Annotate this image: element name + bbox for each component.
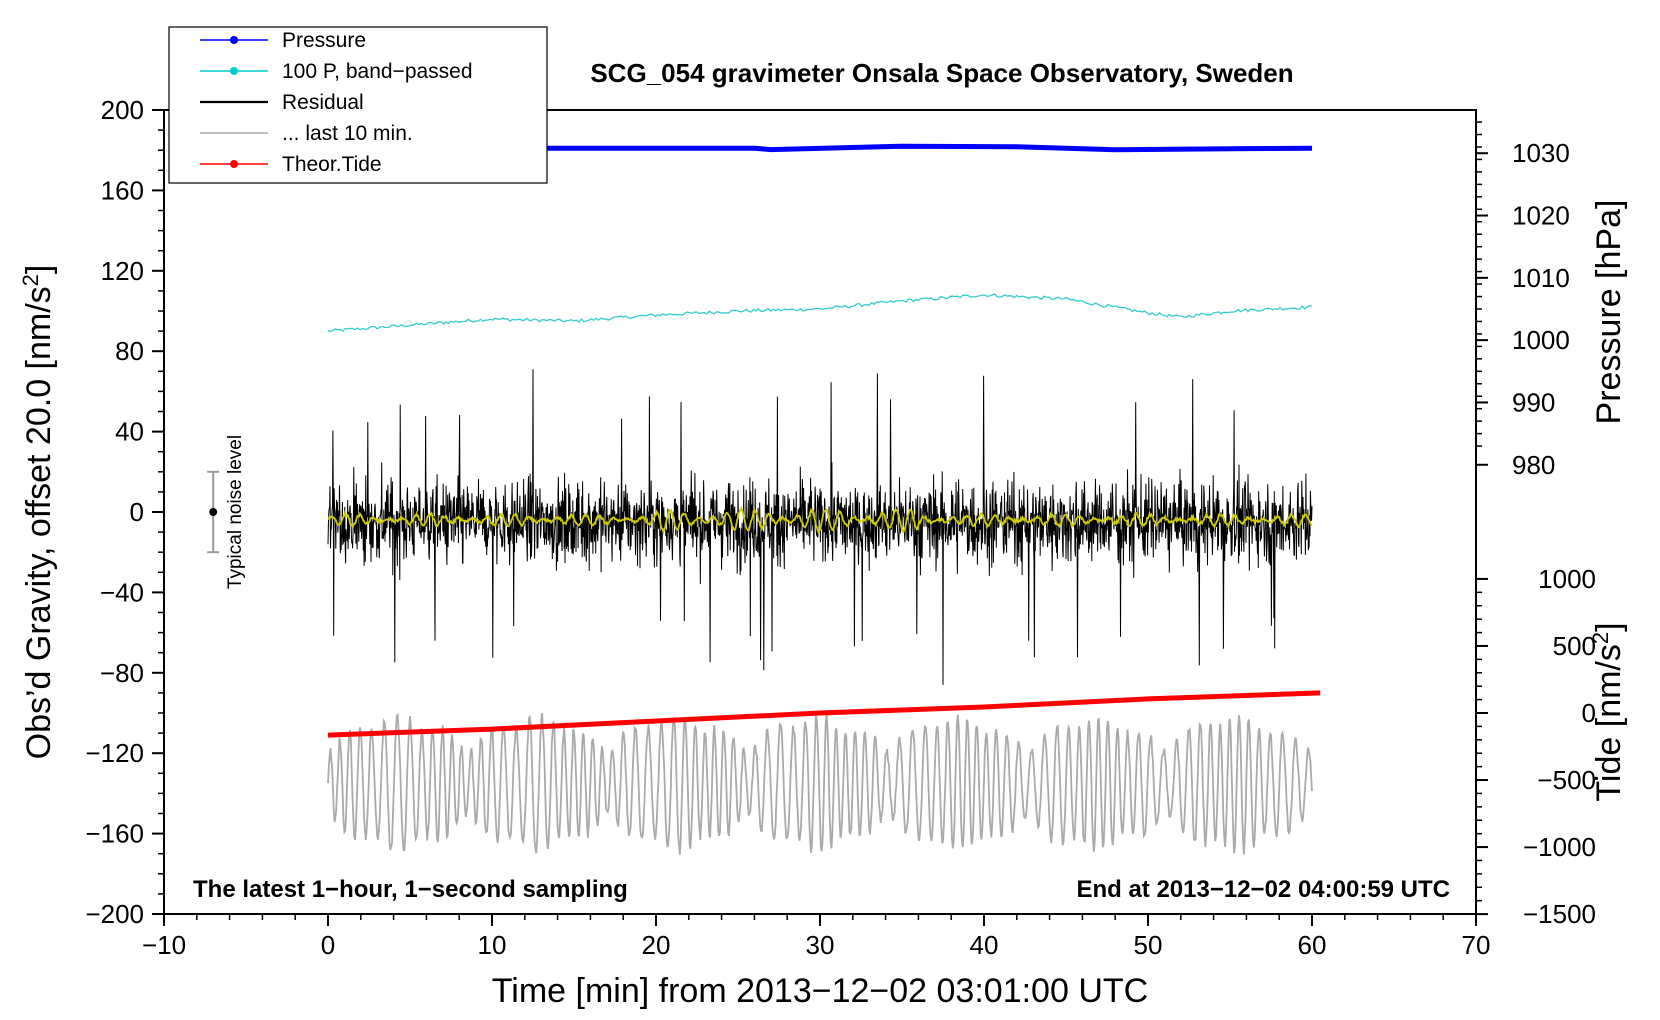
y-left-tick-label: 200 bbox=[101, 95, 144, 125]
x-tick-label: 10 bbox=[478, 930, 507, 960]
chart-title: SCG_054 gravimeter Onsala Space Observat… bbox=[590, 58, 1293, 88]
y-axis-right-pressure: 1030 1020 1010 1000 990 980 bbox=[1476, 121, 1570, 480]
y-left-tick-label: −40 bbox=[100, 577, 144, 607]
tide-tick-label: 0 bbox=[1582, 698, 1596, 728]
pressure-tick-label: 1010 bbox=[1512, 263, 1570, 293]
x-tick-label: 50 bbox=[1134, 930, 1163, 960]
y-left-tick-label: 40 bbox=[115, 417, 144, 447]
y-left-tick-label: −160 bbox=[85, 819, 144, 849]
series-100p-band-passed bbox=[327, 293, 1313, 333]
tide-tick-label: 500 bbox=[1553, 631, 1596, 661]
pressure-tick-label: 990 bbox=[1512, 387, 1555, 417]
x-tick-label: 30 bbox=[806, 930, 835, 960]
x-axis: −10 0 10 20 30 40 50 60 70 bbox=[142, 914, 1491, 960]
pressure-tick-label: 1020 bbox=[1512, 201, 1570, 231]
legend-label: Residual bbox=[282, 91, 364, 114]
legend: Pressure 100 P, band−passed Residual ... la… bbox=[168, 26, 548, 184]
y-left-tick-label: 160 bbox=[101, 175, 144, 205]
noise-indicator: Typical noise level bbox=[207, 435, 246, 589]
series-pressure bbox=[328, 143, 1313, 153]
x-tick-label: 20 bbox=[642, 930, 671, 960]
y-left-tick-label: 80 bbox=[115, 336, 144, 366]
x-tick-label: 40 bbox=[970, 930, 999, 960]
series-last-10-min bbox=[327, 713, 1313, 855]
tide-tick-label: 1000 bbox=[1538, 564, 1596, 594]
legend-label: Pressure bbox=[282, 29, 366, 52]
x-tick-label: 70 bbox=[1462, 930, 1491, 960]
x-axis-title: Time [min] from 2013−12−02 03:01:00 UTC bbox=[492, 972, 1148, 1010]
y-axis-right-tide: 1000 500 0 −500 −1000 −1500 bbox=[1476, 564, 1596, 929]
y-axis-right-tide-title: Tide [nm/s2] bbox=[1588, 622, 1628, 801]
y-left-tick-label: −120 bbox=[85, 738, 144, 768]
noise-center-dot bbox=[209, 508, 218, 516]
pressure-tick-label: 980 bbox=[1512, 450, 1555, 480]
legend-marker bbox=[230, 36, 238, 44]
y-axis-left: 200 160 120 80 40 0 −40 −80 −120 −160 −200 bbox=[85, 95, 164, 929]
tide-tick-label: −1000 bbox=[1523, 832, 1596, 862]
x-tick-label: −10 bbox=[142, 930, 186, 960]
series-theor-tide bbox=[327, 690, 1321, 738]
tide-tick-label: −1500 bbox=[1523, 899, 1596, 929]
series-layer bbox=[327, 143, 1321, 855]
y-left-tick-label: −200 bbox=[85, 899, 144, 929]
legend-marker bbox=[230, 160, 238, 168]
annotation-sampling: The latest 1−hour, 1−second sampling bbox=[193, 876, 628, 903]
y-axis-left-title: Obs’d Gravity, offset 20.0 [nm/s2] bbox=[18, 265, 58, 760]
x-tick-label: 60 bbox=[1298, 930, 1327, 960]
y-left-tick-label: −80 bbox=[100, 658, 144, 688]
legend-label: ... last 10 min. bbox=[282, 122, 413, 145]
pressure-tick-label: 1000 bbox=[1512, 325, 1570, 355]
tide-tick-label: −500 bbox=[1537, 765, 1596, 795]
legend-label: Theor.Tide bbox=[282, 153, 382, 176]
legend-label: 100 P, band−passed bbox=[282, 60, 473, 83]
y-axis-right-pressure-title: Pressure [hPa] bbox=[1590, 200, 1628, 425]
y-left-tick-label: 120 bbox=[101, 256, 144, 286]
x-tick-label: 0 bbox=[321, 930, 335, 960]
noise-label: Typical noise level bbox=[225, 435, 246, 589]
series-residual bbox=[327, 369, 1313, 685]
legend-marker bbox=[230, 67, 238, 75]
annotation-end-time: End at 2013−12−02 04:00:59 UTC bbox=[1076, 876, 1450, 903]
series-residual-smoothed bbox=[327, 505, 1313, 536]
y-left-tick-label: 0 bbox=[130, 497, 144, 527]
pressure-tick-label: 1030 bbox=[1512, 138, 1570, 168]
legend-box bbox=[168, 26, 548, 184]
